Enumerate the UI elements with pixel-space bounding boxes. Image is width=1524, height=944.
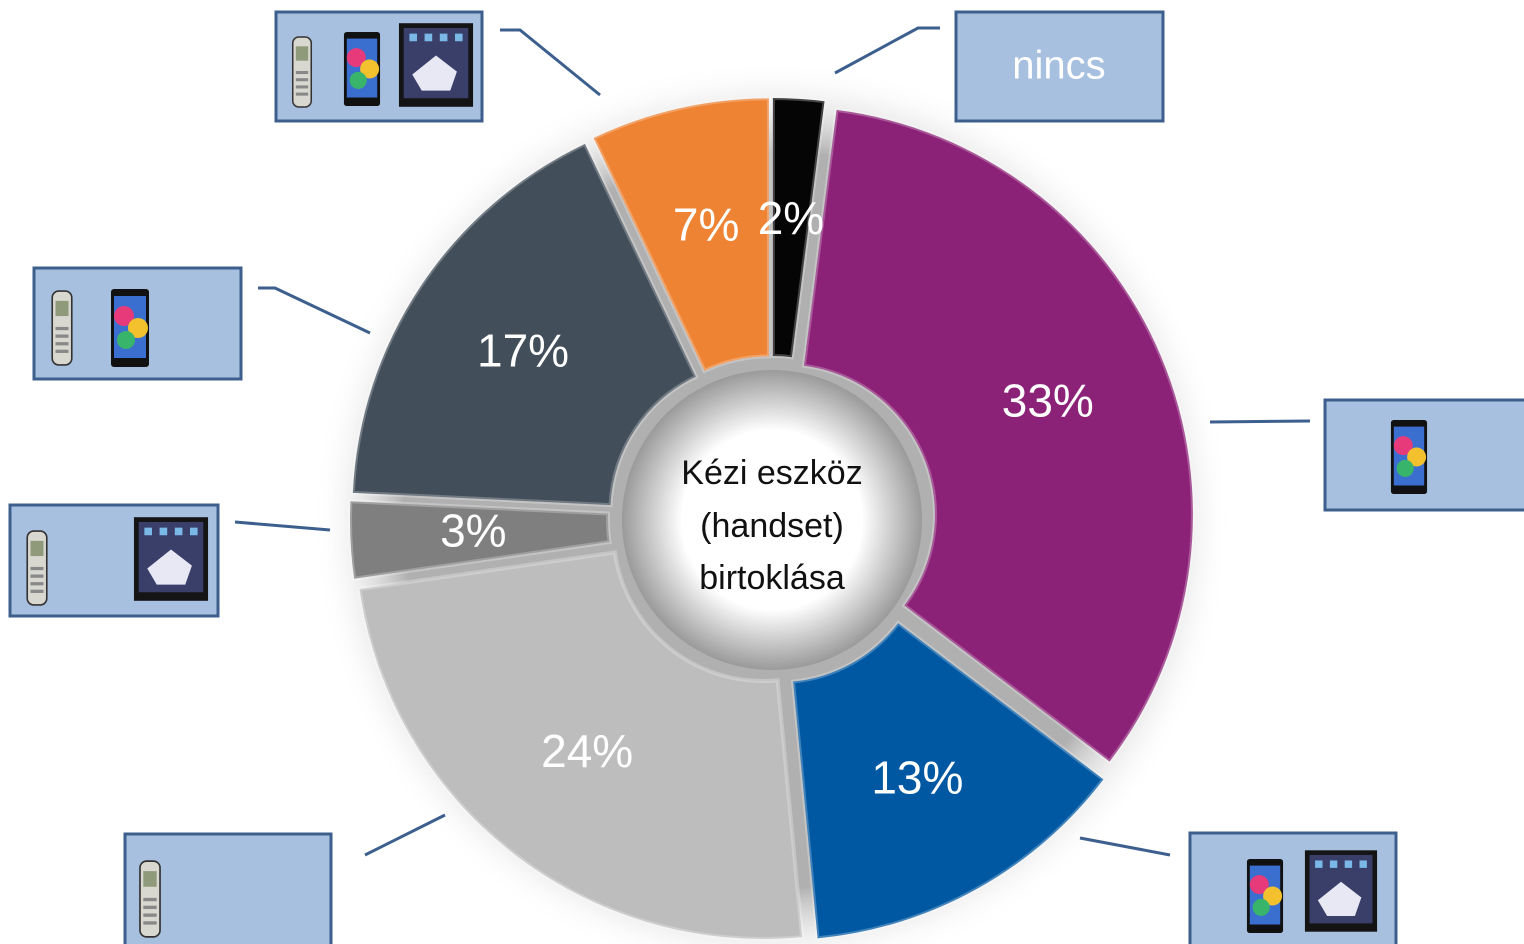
- leader-line: [1210, 421, 1310, 422]
- icon-old-phone: [27, 531, 47, 605]
- icon-old-phone: [140, 861, 160, 937]
- center-text: birtoklása: [699, 559, 845, 597]
- icon-smartphone: [1247, 859, 1283, 933]
- center-text: (handset): [700, 507, 844, 545]
- icon-tablet: [399, 23, 473, 107]
- category-label: nincs: [1012, 44, 1105, 88]
- icon-smartphone: [344, 32, 380, 106]
- value-label: 2%: [758, 192, 824, 244]
- value-label: 7%: [673, 199, 739, 251]
- chart: Kézi eszköz (handset) birtoklása nincs 2…: [0, 0, 1524, 944]
- value-label: 13%: [871, 751, 963, 803]
- icon-tablet: [134, 517, 208, 601]
- leader-line: [258, 288, 370, 333]
- leader-line: [835, 28, 940, 73]
- value-label: 24%: [541, 725, 633, 777]
- icon-old-phone: [293, 37, 312, 107]
- value-label: 17%: [477, 325, 569, 377]
- leader-line: [365, 815, 445, 855]
- center-text: Kézi eszköz: [681, 454, 862, 492]
- icon-old-phone: [52, 291, 72, 365]
- value-label: 3%: [440, 504, 506, 556]
- value-label: 33%: [1002, 375, 1094, 427]
- icon-smartphone: [111, 289, 149, 367]
- icon-tablet: [1305, 850, 1377, 931]
- icon-smartphone: [1391, 420, 1427, 494]
- leader-line: [500, 30, 600, 95]
